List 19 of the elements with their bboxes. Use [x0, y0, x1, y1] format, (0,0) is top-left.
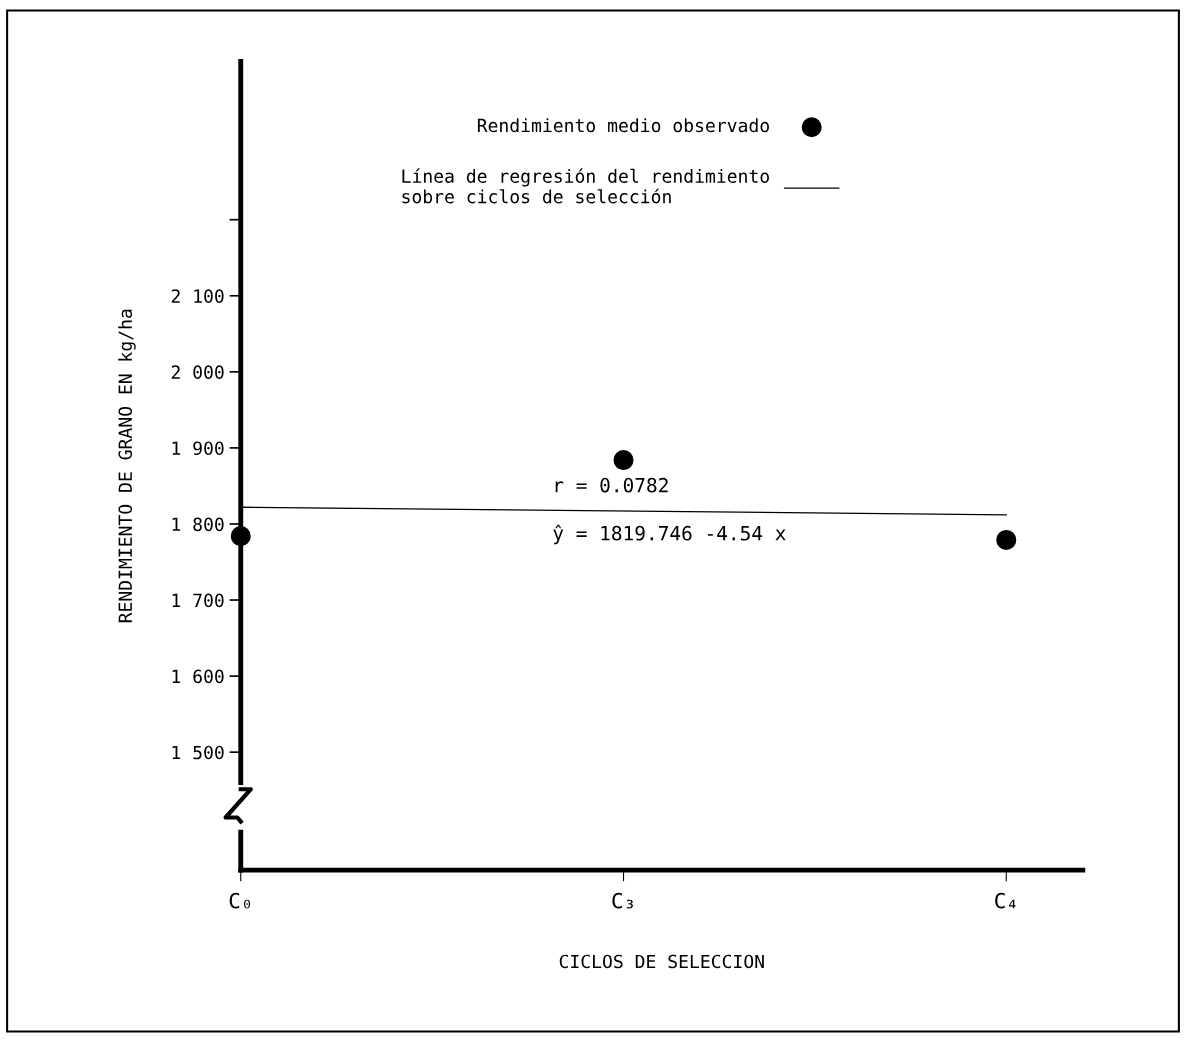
legend-label: Línea de regresión del rendimiento sobre ciclos de selección	[402, 168, 769, 204]
point	[996, 529, 1017, 550]
y-tick-label: 2 100	[171, 289, 224, 303]
x-tick-label: C₄	[995, 892, 1016, 909]
x-tick-label: C₀	[229, 892, 251, 909]
x-tick-label: C₃	[612, 892, 633, 909]
legend-label: Rendimiento medio observado	[477, 118, 769, 133]
y-tick-label: 1 600	[172, 669, 224, 684]
point	[613, 450, 634, 471]
point	[230, 526, 251, 547]
annotation: r = 0.0782	[555, 477, 668, 493]
annotation: ŷ = 1819.746 -4.54 x	[553, 524, 786, 545]
x-axis-title: CICLOS DE SELECCION	[559, 954, 764, 969]
y-tick-label: 1 500	[172, 745, 224, 760]
y-axis-title: RENDIMIENTO DE GRANO EN kg/ha	[118, 309, 136, 623]
y-tick-label: 1 700	[172, 593, 224, 608]
y-tick-label: 1 900	[172, 441, 224, 456]
y-tick-label: 2 000	[171, 365, 224, 379]
y-tick-label: 1 800	[172, 517, 224, 532]
